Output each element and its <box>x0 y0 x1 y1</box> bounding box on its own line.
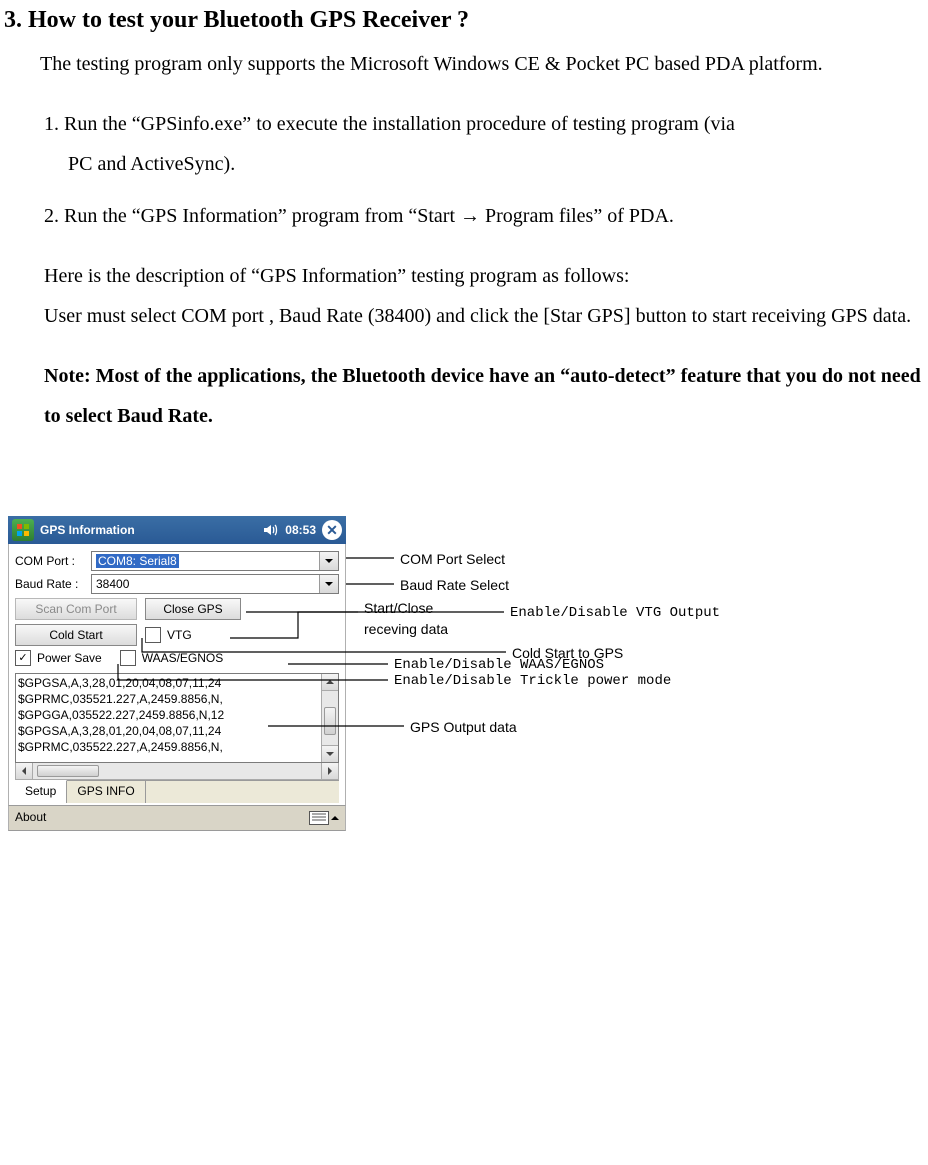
nmea-output-box: $GPGSA,A,3,28,01,20,04,08,07,11,24 $GPRM… <box>15 673 339 763</box>
scroll-thumb[interactable] <box>37 765 99 777</box>
nmea-line: $GPRMC,035521.227,A,2459.8856,N, <box>18 691 336 707</box>
horizontal-scrollbar[interactable] <box>15 763 339 780</box>
baudrate-label: Baud Rate : <box>15 576 91 592</box>
annot-comport: COM Port Select <box>400 550 505 571</box>
chevron-down-icon[interactable] <box>319 575 338 593</box>
bottom-bar: About <box>8 805 346 831</box>
scroll-right-icon[interactable] <box>321 763 338 779</box>
annot-baudrate: Baud Rate Select <box>400 576 509 597</box>
annot-output: GPS Output data <box>410 718 517 739</box>
cold-start-button[interactable]: Cold Start <box>15 624 137 646</box>
vtg-label: VTG <box>167 627 192 643</box>
vtg-checkbox-group: VTG <box>145 627 192 643</box>
power-save-group: ✓ Power Save <box>15 650 102 666</box>
description-line-2: User must select COM port , Baud Rate (3… <box>44 296 924 336</box>
waas-checkbox[interactable] <box>120 650 136 666</box>
nmea-line: $GPGSA,A,3,28,01,20,04,08,07,11,24 <box>18 723 336 739</box>
start-icon[interactable] <box>12 519 34 541</box>
description-line-1: Here is the description of “GPS Informat… <box>44 256 924 296</box>
baudrate-select[interactable]: 38400 <box>91 574 339 594</box>
comport-label: COM Port : <box>15 553 91 569</box>
section-heading: 3. How to test your Bluetooth GPS Receiv… <box>4 4 924 36</box>
pda-window: GPS Information 08:53 ✕ COM Port : COM8:… <box>8 516 346 830</box>
tab-bar: Setup GPS INFO <box>15 780 339 803</box>
nmea-line: $GPGSA,A,3,28,01,20,04,08,07,11,24 <box>18 675 336 691</box>
step-2: 2. Run the “GPS Information” program fro… <box>44 196 924 236</box>
window-title: GPS Information <box>40 522 261 538</box>
close-icon[interactable]: ✕ <box>322 520 342 540</box>
note-paragraph: Note: Most of the applications, the Blue… <box>44 356 924 436</box>
step-1-line-2: PC and ActiveSync). <box>68 144 924 184</box>
waas-group: WAAS/EGNOS <box>120 650 224 666</box>
nmea-line: $GPGGA,035522.227,2459.8856,N,12 <box>18 707 336 723</box>
titlebar: GPS Information 08:53 ✕ <box>8 516 346 544</box>
comport-select[interactable]: COM8: Serial8 <box>91 551 339 571</box>
power-save-checkbox[interactable]: ✓ <box>15 650 31 666</box>
chevron-down-icon[interactable] <box>319 552 338 570</box>
scroll-thumb[interactable] <box>322 691 338 745</box>
vtg-checkbox[interactable] <box>145 627 161 643</box>
intro-paragraph: The testing program only supports the Mi… <box>4 44 924 84</box>
annot-startclose: Start/Close receving data <box>364 599 448 641</box>
close-gps-button[interactable]: Close GPS <box>145 598 241 620</box>
waas-label: WAAS/EGNOS <box>142 650 224 666</box>
comport-value: COM8: Serial8 <box>96 554 179 568</box>
scroll-up-icon[interactable] <box>322 674 338 691</box>
gps-info-figure: GPS Information 08:53 ✕ COM Port : COM8:… <box>8 516 908 830</box>
baudrate-value: 38400 <box>96 577 129 591</box>
scroll-left-icon[interactable] <box>16 763 33 779</box>
scroll-down-icon[interactable] <box>322 745 338 762</box>
annot-vtg: Enable/Disable VTG Output <box>510 604 720 623</box>
tab-setup[interactable]: Setup <box>15 780 67 803</box>
nmea-line: $GPRMC,035522.227,A,2459.8856,N, <box>18 739 336 755</box>
step-1-line-1: 1. Run the “GPSinfo.exe” to execute the … <box>44 104 924 144</box>
speaker-icon[interactable] <box>261 521 279 539</box>
scan-com-port-button[interactable]: Scan Com Port <box>15 598 137 620</box>
about-link[interactable]: About <box>15 809 46 825</box>
keyboard-icon[interactable] <box>309 811 339 825</box>
power-save-label: Power Save <box>37 650 102 666</box>
clock: 08:53 <box>285 522 316 538</box>
annot-trickle: Enable/Disable Trickle power mode <box>394 672 671 691</box>
tab-gpsinfo[interactable]: GPS INFO <box>67 781 145 803</box>
vertical-scrollbar[interactable] <box>321 674 338 762</box>
